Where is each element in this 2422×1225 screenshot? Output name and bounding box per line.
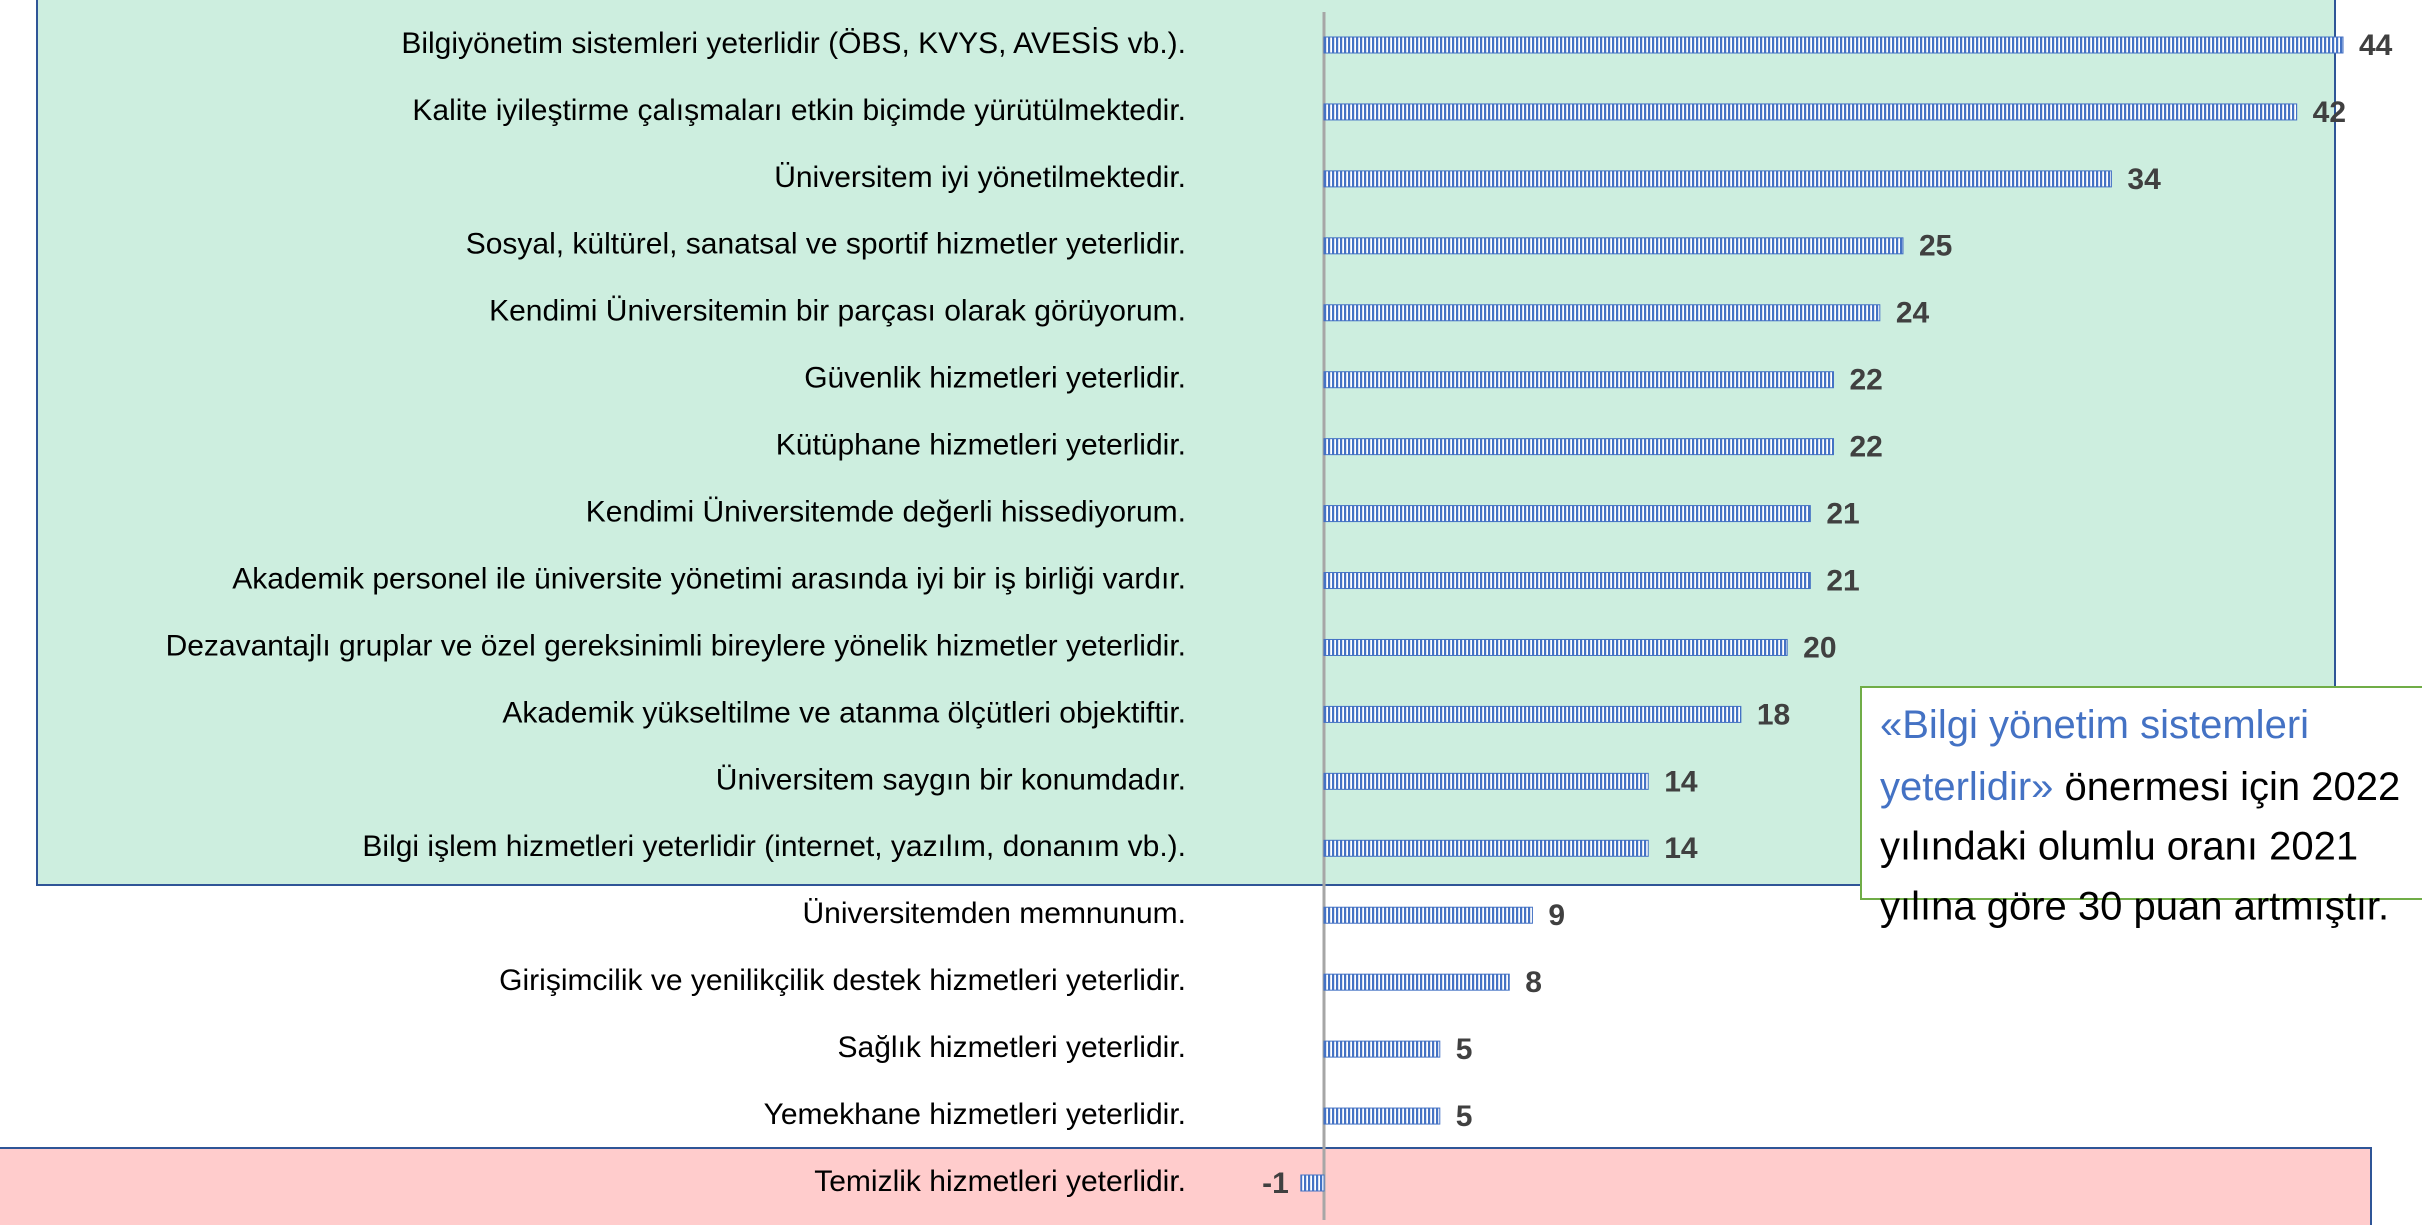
category-label: Akademik personel ile üniversite yönetim…: [232, 562, 1186, 595]
value-label: 42: [2313, 96, 2346, 129]
value-label: 14: [1664, 832, 1698, 865]
category-label: Üniversitem iyi yönetilmektedir.: [774, 161, 1186, 194]
category-label: Dezavantajlı gruplar ve özel gereksiniml…: [166, 629, 1186, 662]
value-label: 22: [1850, 431, 1883, 464]
bar: [1323, 572, 1811, 590]
category-label: Yemekhane hizmetleri yeterlidir.: [764, 1098, 1186, 1131]
value-label: 5: [1456, 1033, 1473, 1066]
category-label: Bilgi işlem hizmetleri yeterlidir (inter…: [362, 830, 1186, 863]
bar: [1323, 638, 1788, 656]
value-label: 44: [2359, 29, 2393, 62]
negative-highlight-box: [0, 1147, 2372, 1225]
bar: [1300, 1174, 1325, 1192]
value-label: 14: [1664, 765, 1698, 798]
category-label: Bilgiyönetim sistemleri yeterlidir (ÖBS,…: [401, 27, 1186, 60]
value-label: 21: [1826, 564, 1859, 597]
value-label: 24: [1896, 297, 1930, 330]
category-label: Üniversitem saygın bir konumdadır.: [716, 763, 1186, 796]
bar: [1323, 371, 1834, 389]
annotation: «Bilgi yönetim sistemleri: [1880, 703, 2309, 747]
annotation-highlight: yeterlidir»: [1880, 765, 2053, 809]
category-label: Temizlik hizmetleri yeterlidir.: [814, 1165, 1186, 1198]
value-label: 22: [1850, 364, 1883, 397]
bar: [1323, 772, 1649, 790]
value-label: 9: [1548, 899, 1565, 932]
category-label: Girişimcilik ve yenilikçilik destek hizm…: [499, 964, 1186, 997]
value-label: 8: [1525, 966, 1542, 999]
value-label: 18: [1757, 698, 1790, 731]
bar: [1323, 438, 1834, 456]
value-label: -1: [1262, 1167, 1289, 1200]
annotation-text: yılındaki olumlu oranı 2021: [1880, 825, 2358, 869]
category-label: Üniversitemden memnunum.: [803, 897, 1186, 930]
annotation: yeterlidir» önermesi için 2022: [1880, 765, 2400, 809]
bars: [1300, 36, 2344, 1192]
bar: [1323, 1107, 1441, 1125]
category-label: Kütüphane hizmetleri yeterlidir.: [776, 429, 1186, 462]
bar: [1323, 839, 1649, 857]
bar: [1323, 1040, 1441, 1058]
bar: [1323, 237, 1904, 255]
value-label: 20: [1803, 631, 1836, 664]
bar: [1323, 505, 1811, 523]
annotation-text: önermesi için 2022: [2065, 765, 2401, 809]
annotation-box: [1860, 686, 2422, 900]
bar: [1323, 705, 1742, 723]
bar: [1323, 36, 2344, 54]
category-label: Güvenlik hizmetleri yeterlidir.: [804, 362, 1186, 395]
annotation-highlight: «Bilgi yönetim sistemleri: [1880, 703, 2309, 747]
bar: [1323, 103, 2298, 121]
value-label: 25: [1919, 230, 1952, 263]
category-label: Kendimi Üniversitemin bir parçası olarak…: [489, 295, 1186, 328]
value-label: 5: [1456, 1100, 1473, 1133]
value-label: 34: [2127, 163, 2161, 196]
category-label: Sosyal, kültürel, sanatsal ve sportif hi…: [466, 228, 1186, 261]
category-label: Akademik yükseltilme ve atanma ölçütleri…: [502, 696, 1186, 729]
category-label: Kendimi Üniversitemde değerli hissediyor…: [586, 496, 1186, 529]
bar: [1323, 304, 1881, 322]
bar: [1323, 973, 1510, 991]
category-label: Kalite iyileştirme çalışmaları etkin biç…: [412, 94, 1186, 127]
value-label: 21: [1826, 498, 1859, 531]
bar: [1323, 906, 1533, 924]
annotation-text: yılına göre 30 puan artmıştır.: [1880, 885, 2389, 929]
category-label: Sağlık hizmetleri yeterlidir.: [838, 1031, 1186, 1064]
bar: [1323, 170, 2112, 188]
